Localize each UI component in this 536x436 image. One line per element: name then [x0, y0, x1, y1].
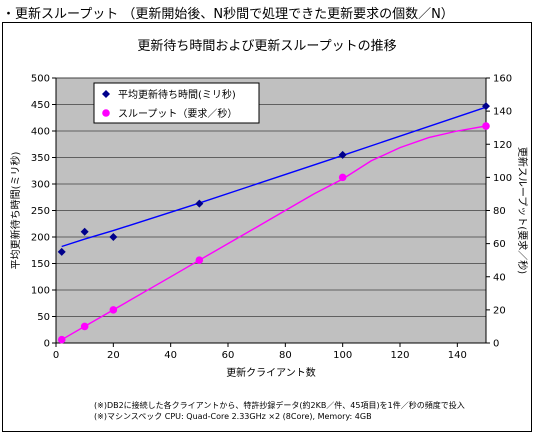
x-tick-label-7: 140 — [448, 350, 467, 361]
series-0-point-1 — [80, 227, 89, 236]
y-right-tick-label-3: 60 — [493, 239, 506, 250]
x-tick-label-5: 100 — [333, 350, 352, 361]
series-0-point-3 — [195, 199, 204, 208]
page-heading: ・更新スループット （更新開始後、N秒間で処理できた更新要求の個数／N） — [2, 7, 454, 22]
y-left-tick-label-8: 400 — [31, 127, 50, 138]
x-tick-label-2: 40 — [164, 350, 177, 361]
x-tick-label-1: 20 — [107, 350, 120, 361]
y-left-ticks: 0 50 100 150 200 250 300 350 400 450 500 — [31, 74, 56, 350]
series-0-point-2 — [109, 233, 118, 241]
legend-marker-1 — [102, 109, 110, 117]
y-right-tick-label-8: 160 — [493, 74, 512, 85]
y-right-tick-label-4: 80 — [493, 206, 506, 217]
y-left-tick-label-3: 150 — [31, 259, 50, 270]
y-right-tick-label-2: 40 — [493, 272, 506, 283]
y-left-tick-label-4: 200 — [31, 233, 50, 244]
y-left-axis-label: 平均更新待ち時間(ミリ秒) — [9, 152, 22, 270]
legend-marker-0 — [102, 90, 110, 98]
note-1: (※)DB2に接続した各クライアントから、特許抄録データ(約2KB／件、45項目… — [94, 401, 465, 410]
x-axis-label: 更新クライアント数 — [226, 366, 316, 379]
series-0-point-0 — [57, 247, 66, 256]
y-right-tick-label-6: 120 — [493, 140, 512, 151]
legend: 平均更新待ち時間(ミリ秒) スループット（要求／秒） — [93, 82, 260, 124]
x-tick-label-0: 0 — [53, 350, 59, 361]
x-tick-label-3: 60 — [222, 350, 235, 361]
series-0-point-4 — [338, 150, 347, 159]
series-line-0 — [61, 106, 487, 248]
series-1-point-3 — [195, 256, 204, 264]
series-1-point-1 — [80, 322, 89, 331]
chart-frame: 更新待ち時間および更新スループットの推移 0 50 100 150 200 250 300 3… — [2, 22, 532, 432]
y-right-axis-label: 更新スループット(要求／秒) — [516, 147, 529, 274]
y-right-ticks: 0 20 40 60 80 100 120 140 160 — [486, 74, 512, 350]
legend-label-1: スループット（要求／秒） — [118, 107, 237, 120]
series-line-1 — [61, 125, 487, 341]
y-right-tick-label-1: 20 — [493, 305, 506, 316]
legend-label-0: 平均更新待ち時間(ミリ秒) — [118, 88, 236, 101]
y-left-tick-label-10: 500 — [31, 74, 50, 85]
y-right-tick-label-5: 100 — [493, 173, 512, 184]
y-left-tick-label-1: 50 — [37, 312, 50, 323]
x-ticks: 0 20 40 60 80 100 120 140 — [53, 343, 467, 361]
series-1-point-2 — [109, 306, 118, 314]
chart: 更新待ち時間および更新スループットの推移 0501001502002503003… — [9, 38, 529, 379]
y-right-tick-label-7: 140 — [493, 107, 512, 118]
series-0-point-5 — [482, 102, 490, 111]
chart-title: 更新待ち時間および更新スループットの推移 — [137, 38, 396, 54]
y-left-tick-label-6: 300 — [31, 180, 50, 191]
y-left-tick-label-0: 0 — [44, 339, 50, 350]
y-left-tick-label-2: 100 — [31, 286, 50, 297]
x-tick-label-6: 120 — [390, 350, 409, 361]
series-1-point-4 — [338, 173, 347, 182]
series-layer — [57, 102, 490, 344]
y-left-tick-label-7: 350 — [31, 153, 50, 164]
series-1-point-5 — [482, 122, 490, 130]
x-tick-label-4: 80 — [279, 350, 292, 361]
y-right-tick-label-0: 0 — [493, 339, 499, 350]
y-left-tick-label-9: 450 — [31, 100, 50, 111]
note-2: (※)マシンスペック CPU: Quad-Core 2.33GHz ×2 (8C… — [94, 412, 372, 421]
legend-box — [93, 82, 260, 124]
series-1-point-0 — [57, 335, 66, 344]
y-left-tick-label-5: 250 — [31, 206, 50, 217]
